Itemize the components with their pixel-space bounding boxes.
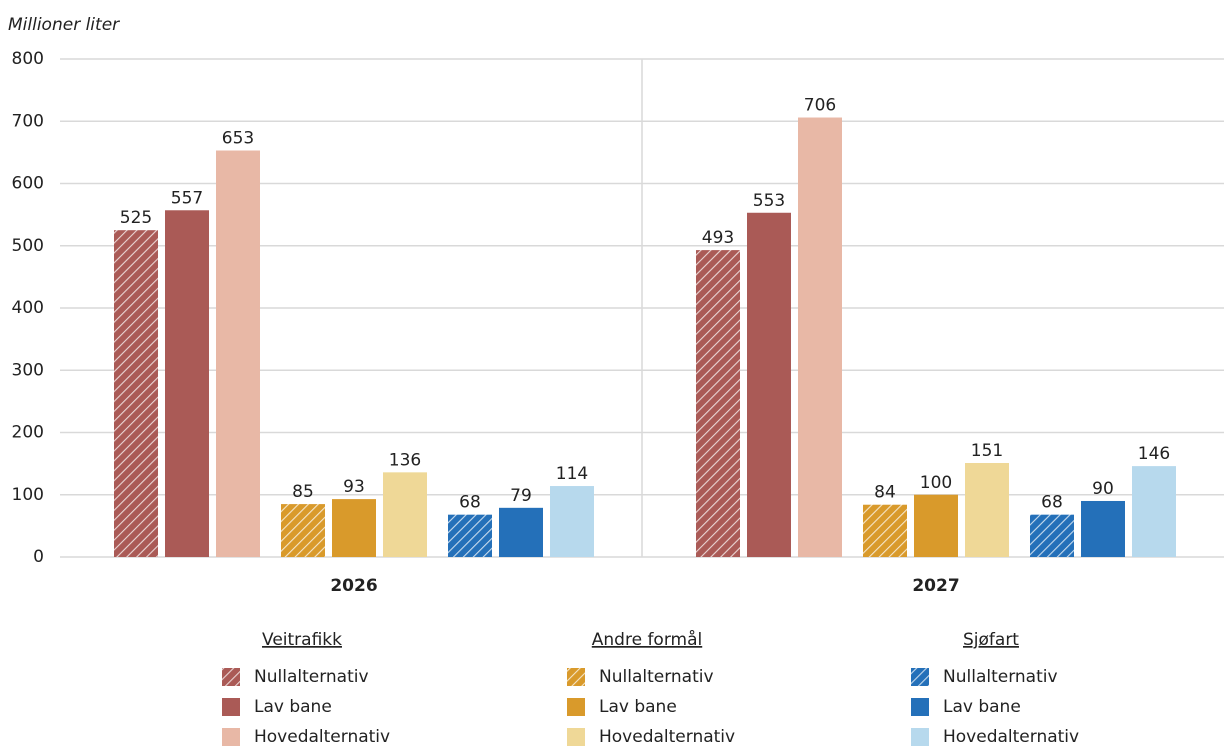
data-label: 100 — [920, 473, 952, 493]
legend-swatch — [911, 728, 929, 746]
data-label: 151 — [971, 441, 1003, 461]
legend-label: Hovedalternativ — [254, 727, 390, 747]
y-tick-label: 700 — [12, 111, 44, 131]
data-label: 493 — [702, 228, 734, 248]
legend-group-title: Veitrafikk — [262, 630, 342, 650]
bar — [747, 212, 791, 557]
x-tick-label: 2027 — [912, 576, 959, 596]
bar — [383, 472, 427, 557]
x-tick-label: 2026 — [330, 576, 377, 596]
legend-group-title: Sjøfart — [963, 630, 1019, 650]
legend-swatch — [567, 728, 585, 746]
legend-swatch — [567, 698, 585, 716]
data-label: 136 — [389, 450, 421, 470]
y-tick-label: 100 — [12, 485, 44, 505]
data-label: 79 — [510, 486, 532, 506]
legend-swatch — [911, 698, 929, 716]
y-tick-label: 500 — [12, 236, 44, 256]
legend-label: Nullalternativ — [254, 667, 369, 687]
data-label: 525 — [120, 208, 152, 228]
legend-swatch — [222, 698, 240, 716]
legend-label: Lav bane — [943, 697, 1021, 717]
data-label: 706 — [804, 96, 836, 116]
data-label: 68 — [1041, 493, 1063, 513]
legend-swatch — [911, 668, 929, 686]
bar — [798, 117, 842, 557]
data-label: 84 — [874, 483, 896, 503]
bar — [914, 494, 958, 557]
bar — [1030, 514, 1074, 557]
y-tick-label: 800 — [12, 49, 44, 69]
y-tick-label: 600 — [12, 174, 44, 194]
data-label: 553 — [753, 191, 785, 211]
y-tick-label: 400 — [12, 298, 44, 318]
legend-swatch — [567, 668, 585, 686]
bar — [550, 486, 594, 557]
legend-label: Lav bane — [599, 697, 677, 717]
legend-label: Nullalternativ — [943, 667, 1058, 687]
bar — [863, 504, 907, 557]
bar — [696, 250, 740, 558]
legend-label: Hovedalternativ — [599, 727, 735, 747]
bar — [965, 463, 1009, 557]
y-tick-label: 0 — [33, 547, 44, 567]
y-tick-label: 200 — [12, 423, 44, 443]
legend-label: Lav bane — [254, 697, 332, 717]
data-label: 557 — [171, 188, 203, 208]
data-label: 90 — [1092, 479, 1114, 499]
bar — [281, 504, 325, 557]
bar — [1132, 466, 1176, 557]
bar — [216, 150, 260, 557]
bar — [448, 514, 492, 557]
bar — [165, 210, 209, 557]
data-label: 68 — [459, 493, 481, 513]
legend-group-title: Andre formål — [592, 629, 702, 650]
bar — [114, 230, 158, 557]
data-label: 146 — [1138, 444, 1170, 464]
data-label: 85 — [292, 482, 314, 502]
bar — [332, 499, 376, 557]
data-label: 653 — [222, 129, 254, 149]
legend-label: Nullalternativ — [599, 667, 714, 687]
bar — [499, 507, 543, 557]
legend-swatch — [222, 728, 240, 746]
y-tick-label: 300 — [12, 360, 44, 380]
data-label: 114 — [556, 464, 588, 484]
bar — [1081, 500, 1125, 557]
y-axis-label: Millioner liter — [8, 15, 120, 35]
legend-swatch — [222, 668, 240, 686]
data-label: 93 — [343, 477, 365, 497]
legend-label: Hovedalternativ — [943, 727, 1079, 747]
